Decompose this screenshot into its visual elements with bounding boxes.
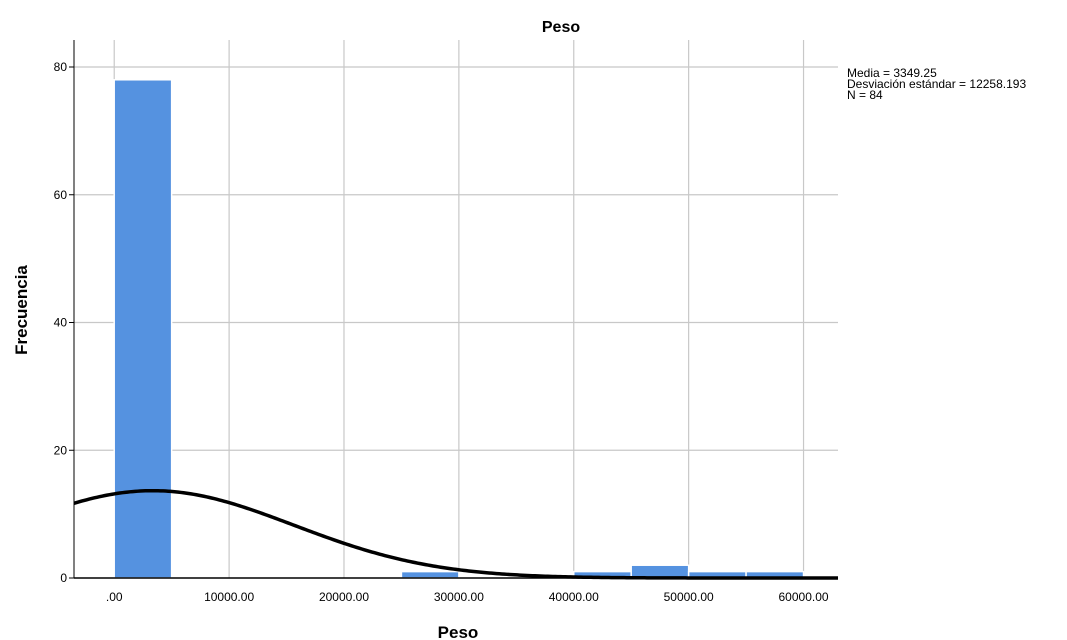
x-tick-label: .00 — [106, 590, 123, 604]
grid — [74, 40, 838, 578]
x-axis-label: Peso — [438, 623, 479, 640]
x-tick-label: 40000.00 — [549, 590, 599, 604]
y-axis-label: Frecuencia — [12, 265, 31, 355]
histogram-bar — [400, 570, 460, 579]
x-tick-label: 60000.00 — [779, 590, 829, 604]
histogram-bar — [113, 79, 173, 579]
y-tick-labels: 0 20 40 60 80 — [54, 60, 68, 585]
chart-title: Peso — [542, 19, 580, 36]
y-tick-label: 20 — [54, 443, 68, 457]
stat-media: Media = 3349.25 — [847, 66, 937, 80]
x-tick-label: 50000.00 — [664, 590, 714, 604]
axes — [69, 40, 838, 579]
x-tick-label: 10000.00 — [204, 590, 254, 604]
y-tick-label: 80 — [54, 60, 68, 74]
stat-desviacion: Desviación estándar = 12258.193 — [847, 77, 1027, 91]
stats-box: Media = 3349.25 Desviación estándar = 12… — [847, 66, 1027, 102]
stat-n: N = 84 — [847, 88, 883, 102]
normal-curve — [73, 488, 838, 580]
y-tick-label: 40 — [54, 316, 68, 330]
y-tick-label: 0 — [60, 571, 67, 585]
x-tick-labels: .00 10000.00 20000.00 30000.00 40000.00 50000… — [106, 590, 829, 604]
y-tick-label: 60 — [54, 188, 68, 202]
histogram-bars — [113, 79, 805, 579]
x-tick-label: 20000.00 — [319, 590, 369, 604]
x-tick-label: 30000.00 — [434, 590, 484, 604]
